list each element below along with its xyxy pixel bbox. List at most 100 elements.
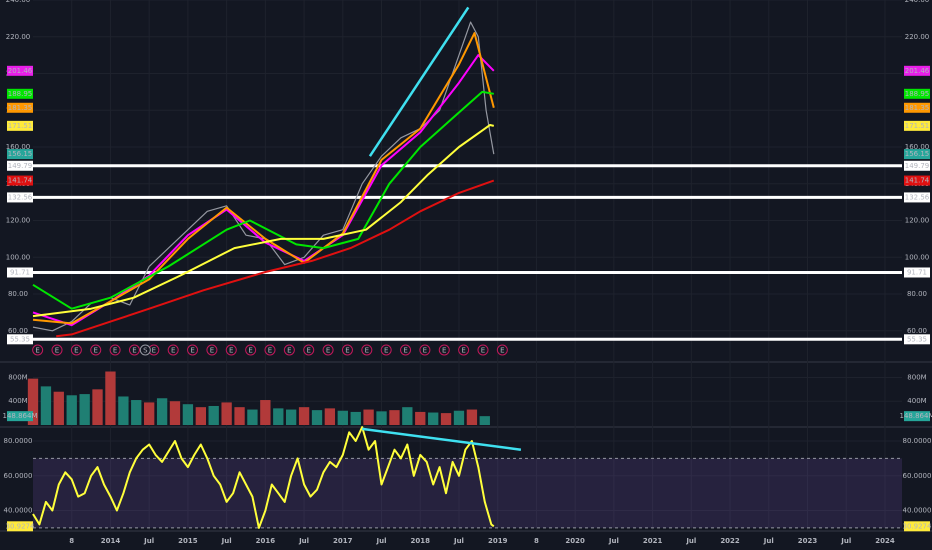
price-tag-label: 149.79 xyxy=(905,162,930,170)
earnings-label: E xyxy=(403,347,407,355)
earnings-label: E xyxy=(190,347,194,355)
earnings-label: E xyxy=(481,347,485,355)
volume-bar xyxy=(27,378,39,425)
volume-bar xyxy=(40,386,52,425)
volume-bar xyxy=(92,389,103,425)
price-tag-label: 132.56 xyxy=(8,193,33,201)
y-tick-label: 120.00 xyxy=(6,217,31,225)
earnings-marker xyxy=(109,344,121,356)
price-tag-label: 156.15 xyxy=(905,150,930,158)
volume-bar xyxy=(247,409,258,425)
price-tag xyxy=(7,521,33,532)
volume-bar xyxy=(428,412,439,425)
earnings-marker xyxy=(225,344,237,356)
earnings-marker xyxy=(32,344,44,356)
earnings-label: E xyxy=(152,347,156,355)
earnings-label: E xyxy=(35,347,39,355)
y-tick-label: 80.0000 xyxy=(903,437,932,445)
x-tick-label: 2016 xyxy=(256,537,276,545)
price-tag-label: 181.35 xyxy=(8,104,33,112)
earnings-marker xyxy=(206,344,218,356)
series-line xyxy=(32,32,495,325)
y-tick-label: 220.00 xyxy=(6,33,31,41)
x-tick-label: 8 xyxy=(534,537,539,545)
y-tick-label: 240.00 xyxy=(905,0,930,4)
price-tag xyxy=(7,411,33,422)
earnings-label: E xyxy=(74,347,78,355)
x-tick-label: Jul xyxy=(608,537,619,545)
x-tick-label: 2020 xyxy=(565,537,585,545)
x-tick-label: 2014 xyxy=(101,537,121,545)
price-tag-label: 30.9274 xyxy=(6,522,35,530)
price-tag xyxy=(904,521,930,532)
price-tag-label: 201.46 xyxy=(905,67,930,75)
price-tag-label: 148.864M xyxy=(3,412,38,420)
volume-bar xyxy=(337,410,348,425)
price-tag-label: 201.46 xyxy=(8,67,33,75)
earnings-marker xyxy=(341,344,353,356)
y-tick-label: 160.00 xyxy=(6,143,31,151)
volume-bar xyxy=(415,411,426,425)
volume-bar xyxy=(273,408,284,425)
earnings-marker xyxy=(477,344,489,356)
earnings-label: E xyxy=(442,347,446,355)
earnings-label: E xyxy=(345,347,349,355)
earnings-marker xyxy=(128,344,140,356)
earnings-label: E xyxy=(132,347,136,355)
price-tag xyxy=(904,411,930,422)
price-tag xyxy=(7,192,33,203)
earnings-label: E xyxy=(55,347,59,355)
earnings-label: E xyxy=(365,347,369,355)
volume-bar xyxy=(479,416,490,425)
price-tag-label: 91.71 xyxy=(10,268,30,276)
x-tick-label: 2021 xyxy=(643,537,663,545)
price-tag xyxy=(7,267,33,278)
series-line xyxy=(32,124,495,318)
volume-bar xyxy=(350,411,361,425)
price-tag-label: 141.74 xyxy=(8,177,33,185)
x-tick-label: Jul xyxy=(685,537,696,545)
volume-bar xyxy=(440,413,452,425)
price-tag-label: 55.35 xyxy=(907,335,927,343)
price-tag-label: 149.79 xyxy=(8,162,33,170)
y-tick-label: 160.00 xyxy=(905,143,930,151)
y-tick-label: 40.0000 xyxy=(4,507,33,515)
earnings-marker xyxy=(361,344,373,356)
y-tick-label: 60.0000 xyxy=(4,472,33,480)
volume-bar xyxy=(260,400,271,425)
volume-bar xyxy=(234,407,245,425)
y-tick-label: 800M xyxy=(907,373,926,381)
split-label: S xyxy=(143,347,148,355)
price-tag xyxy=(7,175,33,186)
y-tick-label: 100.00 xyxy=(905,253,930,261)
earnings-label: E xyxy=(113,347,117,355)
earnings-label: E xyxy=(229,347,233,355)
earnings-label: E xyxy=(268,347,272,355)
price-tag-label: 55.35 xyxy=(10,335,30,343)
volume-bar xyxy=(221,402,232,425)
price-tag xyxy=(904,192,930,203)
earnings-marker xyxy=(167,344,179,356)
price-tag xyxy=(904,88,930,99)
earnings-label: E xyxy=(171,347,175,355)
y-tick-label: 400M xyxy=(8,397,27,405)
price-tag-label: 148.864M xyxy=(900,412,932,420)
volume-bar xyxy=(182,404,194,425)
price-tag xyxy=(7,160,33,171)
earnings-marker xyxy=(496,344,508,356)
trend-line xyxy=(362,427,522,451)
volume-bar xyxy=(169,401,181,425)
earnings-marker xyxy=(400,344,412,356)
x-tick-label: Jul xyxy=(453,537,464,545)
x-tick-label: 2017 xyxy=(333,537,353,545)
earnings-marker xyxy=(51,344,63,356)
price-tag xyxy=(7,334,33,345)
y-tick-label: 60.00 xyxy=(8,327,28,335)
volume-bar xyxy=(195,407,206,425)
volume-bar xyxy=(311,410,323,425)
x-tick-label: Jul xyxy=(221,537,232,545)
series-line xyxy=(56,179,495,338)
volume-bar xyxy=(118,396,129,425)
earnings-label: E xyxy=(500,347,504,355)
